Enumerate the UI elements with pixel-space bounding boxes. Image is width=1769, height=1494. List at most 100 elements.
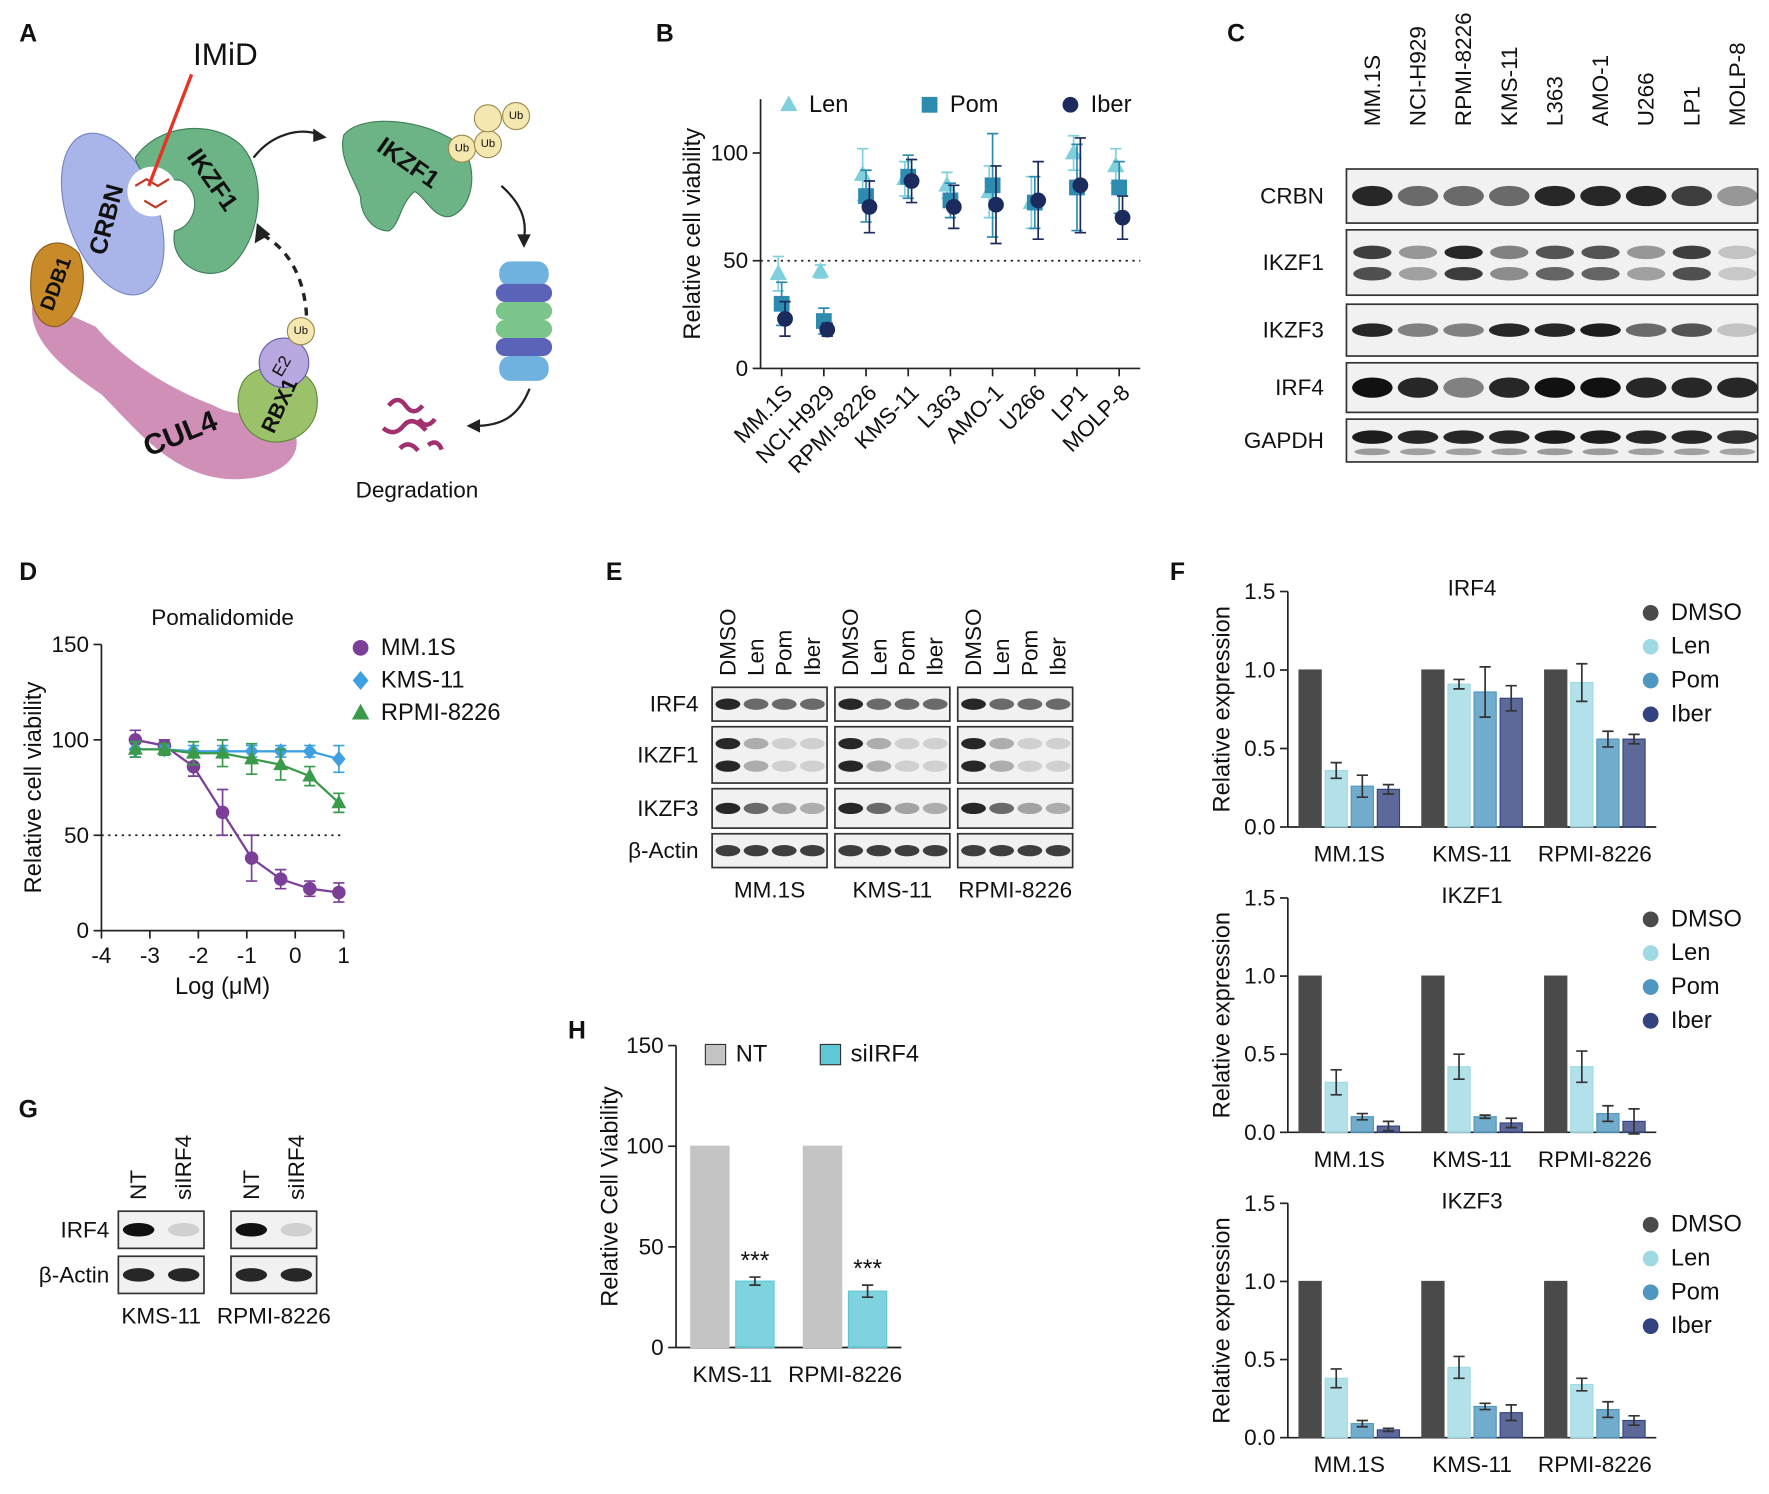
blot-band <box>1672 267 1711 281</box>
y-tick-label: 1.5 <box>1244 579 1275 604</box>
lane-label: DMSO <box>961 608 986 676</box>
blot-band <box>743 698 769 710</box>
blot-band <box>743 760 769 772</box>
blot-band <box>894 845 920 857</box>
blot-band <box>866 802 892 815</box>
blot-band <box>989 760 1015 772</box>
x-tick-label: -1 <box>237 943 257 968</box>
y-tick-label: 50 <box>639 1234 664 1259</box>
blot-band <box>1399 448 1437 456</box>
bar <box>1298 975 1322 1133</box>
legend-label: Len <box>809 92 848 118</box>
blot-band <box>235 1223 268 1237</box>
blot-row <box>956 725 1074 784</box>
blot-row <box>834 725 951 784</box>
legend-marker <box>704 1043 727 1066</box>
legend-marker <box>1642 1250 1659 1267</box>
y-tick-label: 0.5 <box>1244 1347 1275 1372</box>
y-tick-label: 0 <box>77 918 90 943</box>
bar <box>690 1145 730 1349</box>
blot-band <box>838 845 864 857</box>
lane-label: NT <box>126 1170 151 1200</box>
lane-label: MM.1S <box>1360 55 1385 126</box>
error-bar <box>1382 1427 1395 1433</box>
chart-title: IKZF3 <box>1441 1189 1502 1214</box>
bar <box>1421 975 1445 1133</box>
y-tick-label: 0.5 <box>1244 736 1275 761</box>
marker <box>1114 209 1131 226</box>
legend-label: Pom <box>1671 974 1720 1000</box>
legend-marker <box>1642 979 1659 995</box>
marker <box>244 750 260 765</box>
blot-band <box>743 802 769 815</box>
blot-band <box>961 698 986 710</box>
y-tick-label: 100 <box>626 1134 664 1159</box>
error-bar <box>1505 684 1517 712</box>
legend-label: Pom <box>1671 1279 1720 1305</box>
x-tick-label: U266 <box>995 380 1051 436</box>
marker <box>984 177 1001 194</box>
blot-band <box>715 760 741 772</box>
legend-marker <box>1642 605 1659 621</box>
arrow-head <box>517 234 531 248</box>
ikzf1-shape <box>134 127 259 274</box>
drug-molecule <box>134 177 170 209</box>
x-tick-label: RPMI-8226 <box>788 1362 902 1387</box>
legend-label: RPMI-8226 <box>381 700 501 726</box>
cul4-shape <box>32 298 297 480</box>
blot-band <box>235 1268 268 1282</box>
blot-band <box>799 802 825 815</box>
blot-band <box>799 737 825 750</box>
blot-band <box>1718 245 1757 260</box>
error-bar <box>1479 666 1491 718</box>
y-tick-label: 50 <box>723 248 748 273</box>
y-tick-label: 0.5 <box>1244 1042 1275 1067</box>
blot-band <box>1352 430 1393 444</box>
blot-band <box>1534 323 1576 337</box>
marker <box>988 196 1004 213</box>
e2-shape <box>258 337 310 389</box>
legend-label: Iber <box>1671 1008 1712 1034</box>
panel-letter: C <box>1227 20 1245 47</box>
blot-band <box>167 1268 200 1282</box>
group-label: KMS-11 <box>121 1303 201 1328</box>
blot-band <box>1580 377 1621 398</box>
blot-band <box>1671 430 1713 444</box>
bar <box>1473 1405 1497 1439</box>
ub-shape <box>473 104 502 133</box>
error-bar <box>1356 1419 1368 1428</box>
lane-label: siIRF4 <box>284 1135 309 1200</box>
blot-band <box>1625 185 1667 207</box>
ub-shape <box>286 317 315 346</box>
blot-band <box>1581 245 1620 260</box>
blot-band <box>1536 448 1573 456</box>
marker <box>273 756 289 771</box>
marker <box>127 741 143 755</box>
blot-band <box>1398 245 1438 260</box>
panel-letter: B <box>656 20 674 47</box>
blot-band <box>922 845 948 857</box>
arrow <box>500 185 526 240</box>
x-tick-label: RPMI-8226 <box>1538 1452 1652 1477</box>
blot-band <box>1488 185 1530 207</box>
row-label: IKZF1 <box>637 742 698 767</box>
blot-band <box>866 737 892 750</box>
marker <box>186 745 201 759</box>
group-label: RPMI-8226 <box>958 878 1072 903</box>
error-bar <box>1453 678 1465 690</box>
y-axis-label: Relative expression <box>1210 606 1236 812</box>
x-tick-label: -4 <box>91 943 111 968</box>
blot-band <box>715 845 741 857</box>
error-bar <box>1330 1068 1342 1096</box>
marker <box>769 264 787 280</box>
blot-band <box>799 698 825 710</box>
marker <box>853 165 872 181</box>
blot-band <box>1045 845 1071 857</box>
blot-band <box>1717 323 1758 337</box>
blot-band <box>961 802 986 815</box>
ub-shape <box>501 101 531 131</box>
marker <box>777 310 793 327</box>
lane-label: Len <box>866 638 891 676</box>
panel-letter: D <box>19 559 37 586</box>
chart-title: IRF4 <box>1448 576 1497 601</box>
